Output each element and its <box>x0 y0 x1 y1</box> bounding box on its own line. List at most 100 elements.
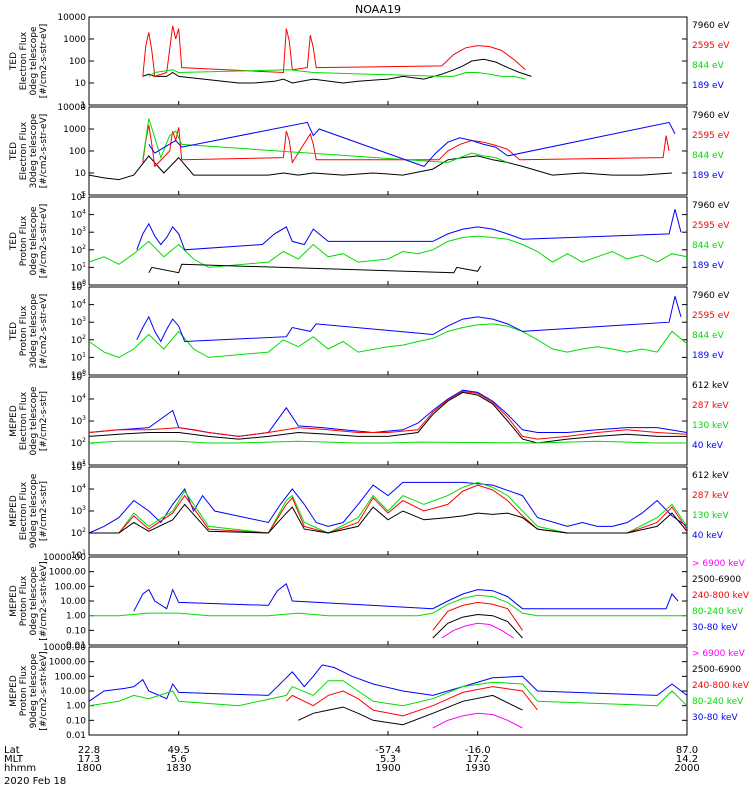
series-green <box>148 69 526 80</box>
legend-entry: 612 keV <box>692 381 729 391</box>
series-blue <box>88 481 688 534</box>
time-axis-tick-label: 22.8 <box>78 745 100 756</box>
y-axis-label: [#/cm2-s-str-keV] <box>39 651 49 730</box>
y-tick-label: 102 <box>71 437 86 449</box>
panel-frame <box>88 376 688 466</box>
panel-2: 1 10 100 1000 10000 TED Electron Flux 30deg tel… <box>9 103 730 201</box>
y-axis-label: [#/cm2-s-str-eV] <box>39 24 49 99</box>
series-magenta <box>441 622 514 639</box>
y-tick-label: 0.01 <box>66 641 86 651</box>
y-axis-label: Electron Flux <box>19 391 29 450</box>
y-tick-label: 10 <box>75 79 87 89</box>
y-tick-label: 104 <box>71 393 86 405</box>
panel-1: 1 10 100 1000 10000 TED Electron Flux 0deg tele… <box>9 13 730 111</box>
y-axis-label: [#/cm2-s-str-keV] <box>39 561 49 640</box>
time-axis-tick-label: 87.0 <box>676 745 698 756</box>
y-tick-label: 102 <box>71 244 86 256</box>
y-tick-label: 104 <box>71 483 86 495</box>
y-tick-label: 101 <box>71 261 86 273</box>
series-red <box>432 601 523 631</box>
legend-entry: 189 eV <box>692 171 725 181</box>
y-axis-label: Electron Flux <box>19 121 29 180</box>
y-tick-label: 1000 <box>63 35 86 45</box>
y-tick-label: 101 <box>71 351 86 363</box>
y-tick-label: 0.01 <box>66 731 86 741</box>
series-green <box>89 594 687 617</box>
y-axis-label: [#/cm2-s-str] <box>39 391 49 451</box>
legend-entry: 2595 eV <box>692 41 730 51</box>
y-axis-label: MEPED <box>9 675 19 707</box>
date-label: 2020 Feb 18 <box>4 776 66 787</box>
legend-entry: 2595 eV <box>692 131 730 141</box>
y-tick-label: 105 <box>71 191 86 203</box>
time-axis-row-label: MLT <box>4 754 24 765</box>
series-green <box>142 118 508 164</box>
legend-entry: 40 keV <box>692 531 724 541</box>
series-black <box>88 391 687 444</box>
y-tick-label: 0.10 <box>66 716 86 726</box>
y-axis-label: TED <box>9 142 19 161</box>
y-axis-label: 0deg telescope <box>29 26 39 96</box>
y-tick-label: 105 <box>71 371 86 383</box>
y-tick-label: 1 <box>80 191 86 201</box>
series-blue <box>88 664 688 702</box>
y-tick-label: 102 <box>71 527 86 539</box>
y-axis-label: Electron Flux <box>19 481 29 540</box>
y-tick-label: 10.00 <box>60 687 86 697</box>
legend-entry: 7960 eV <box>692 111 730 121</box>
panel-frame <box>88 556 688 646</box>
time-axis-row-label: hhmm <box>4 763 36 774</box>
legend-entry: 130 keV <box>692 511 729 521</box>
time-axis-tick-label: 17.3 <box>78 754 100 765</box>
legend-entry: 7960 eV <box>692 21 730 31</box>
y-tick-label: 1000.00 <box>49 658 86 668</box>
legend-entry: 30-80 keV <box>692 623 738 633</box>
y-tick-label: 100 <box>69 147 86 157</box>
time-axis-tick-label: 5.6 <box>171 754 187 765</box>
y-axis-label: [#/cm2-s-str-eV] <box>39 294 49 369</box>
legend-entry: 2500-6900 <box>692 665 741 675</box>
y-axis-label: [#/cm2-s-str-eV] <box>39 114 49 189</box>
y-tick-label: 103 <box>71 415 86 427</box>
series-red <box>142 25 526 78</box>
y-tick-label: 10 <box>75 169 87 179</box>
legend-entry: 240-800 keV <box>692 591 750 601</box>
y-axis-label: 0deg telescope <box>29 566 39 636</box>
y-tick-label: 1000 <box>63 125 86 135</box>
legend-entry: 7960 eV <box>692 291 730 301</box>
y-tick-label: 0.10 <box>66 626 86 636</box>
y-axis-label: 0deg telescope <box>29 386 39 456</box>
legend-entry: 287 keV <box>692 491 729 501</box>
y-tick-label: 1.00 <box>66 612 86 622</box>
y-axis-label: TED <box>9 52 19 71</box>
legend-entry: 844 eV <box>692 61 725 71</box>
series-red <box>88 390 688 440</box>
series-green <box>88 235 688 268</box>
series-red <box>142 125 670 168</box>
y-axis-label: Proton Flux <box>19 665 29 716</box>
y-axis-label: TED <box>9 232 19 251</box>
series-blue <box>148 121 676 167</box>
y-axis-label: Proton Flux <box>19 305 29 356</box>
series-magenta <box>432 712 523 729</box>
y-axis-label: TED <box>9 322 19 341</box>
legend-entry: 2595 eV <box>692 311 730 321</box>
y-axis-label: 0deg telescope <box>29 206 39 276</box>
legend-entry: 7960 eV <box>692 201 730 211</box>
y-tick-label: 10000.00 <box>43 553 86 563</box>
chart-title: NOAA19 <box>355 3 401 16</box>
legend-entry: 189 eV <box>692 351 725 361</box>
y-axis-label: 30deg telescope <box>29 293 39 368</box>
legend-entry: 612 keV <box>692 471 729 481</box>
series-black <box>298 694 523 726</box>
y-tick-label: 105 <box>71 281 86 293</box>
time-axis-tick-label: 17.2 <box>467 754 489 765</box>
y-tick-label: 103 <box>71 316 86 328</box>
series-black <box>148 263 482 274</box>
series-green <box>89 481 688 534</box>
series-red <box>285 686 538 717</box>
y-axis-label: [#/cm2-s-str-eV] <box>39 204 49 279</box>
time-axis-tick-label: 1830 <box>166 763 191 774</box>
panel-frame <box>88 106 688 196</box>
